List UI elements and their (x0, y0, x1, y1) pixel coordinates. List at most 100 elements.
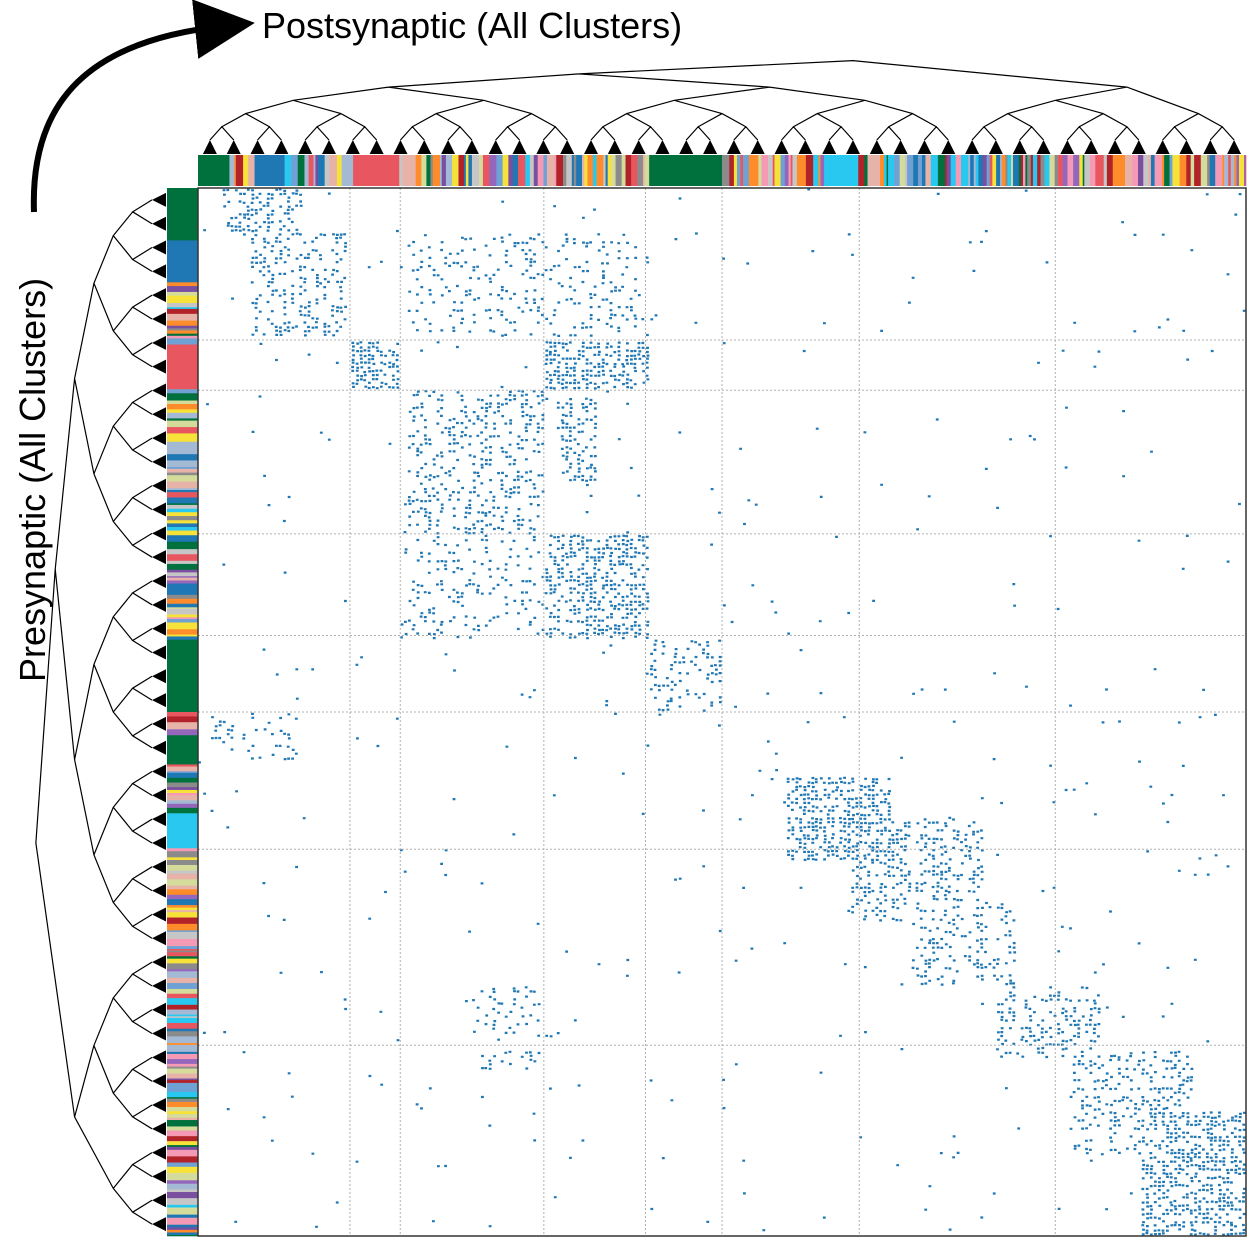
cluster-color-segment (167, 1098, 198, 1103)
cluster-color-segment (167, 508, 198, 513)
dendrogram-leaf-triangle (152, 1074, 166, 1089)
dendrogram-leaf-triangle (152, 931, 166, 946)
cluster-color-segment (167, 240, 198, 283)
cluster-color-segment (167, 851, 198, 858)
cluster-color-segment (637, 155, 641, 186)
cluster-color-segment (315, 155, 319, 186)
cluster-color-segment (772, 155, 775, 186)
cluster-color-segment (1207, 155, 1211, 186)
cluster-color-segment (167, 1180, 198, 1185)
top-dendrogram (202, 60, 1242, 154)
cluster-color-segment (167, 325, 198, 329)
cluster-color-segment (950, 155, 957, 186)
cluster-color-segment (1005, 155, 1008, 186)
cluster-color-segment (324, 155, 330, 186)
cluster-color-segment (571, 155, 575, 186)
cluster-color-segment (167, 1162, 198, 1168)
cluster-color-segment (167, 433, 198, 436)
cluster-color-segment (733, 155, 738, 186)
cluster-color-segment (784, 155, 789, 186)
block-gridlines (198, 188, 1246, 1236)
dendrogram-leaf-triangle (152, 502, 166, 517)
axis-swap-arrow (30, 0, 255, 213)
cluster-color-segment (1179, 155, 1187, 186)
cluster-color-segment (167, 1107, 198, 1112)
cluster-color-segment (992, 155, 997, 186)
cluster-color-segment (546, 155, 555, 186)
cluster-color-segment (308, 155, 314, 186)
cluster-color-segment (1186, 155, 1191, 186)
cluster-color-segment (167, 1036, 198, 1044)
cluster-color-segment (167, 488, 198, 491)
cluster-color-segment (167, 859, 198, 866)
dendrogram-leaf-triangle (1012, 140, 1027, 154)
dendrogram-leaf-triangle (152, 335, 166, 350)
cluster-color-segment (329, 155, 338, 186)
cluster-color-segment (167, 1202, 198, 1206)
dendrogram-leaf-triangle (822, 140, 837, 154)
dendrogram-leaf-triangle (679, 140, 694, 154)
cluster-color-segment (1164, 155, 1170, 186)
cluster-color-segment (167, 344, 198, 390)
cluster-color-segment (1150, 155, 1155, 186)
dendrogram-leaf-triangle (584, 140, 598, 154)
cluster-color-segment (1119, 155, 1126, 186)
cluster-color-segment (751, 155, 759, 186)
cluster-color-segment (649, 155, 723, 186)
cluster-color-segment (907, 155, 914, 186)
cluster-color-segment (884, 155, 887, 186)
cluster-color-segment (1030, 155, 1034, 186)
dendrogram-leaf-triangle (893, 140, 908, 154)
dendrogram-leaf-triangle (298, 140, 313, 154)
cluster-color-segment (930, 155, 939, 186)
cluster-color-segment (1082, 155, 1085, 186)
dendrogram-leaf-triangle (1060, 140, 1075, 154)
cluster-color-segment (167, 445, 198, 453)
cluster-color-segment (1236, 155, 1240, 186)
cluster-color-segment (631, 155, 638, 186)
cluster-color-segment (167, 1166, 198, 1174)
cluster-color-segment (167, 520, 198, 524)
cluster-color-segment (508, 155, 514, 186)
cluster-color-segment (167, 188, 198, 241)
cluster-color-segment (167, 873, 198, 880)
dendrogram-leaf-triangle (1203, 140, 1218, 154)
cluster-color-segment (1239, 155, 1245, 186)
dendrogram-leaf-triangle (152, 1169, 166, 1184)
cluster-color-segment (167, 1183, 198, 1190)
cluster-color-segment (1062, 155, 1068, 186)
dendrogram-leaf-triangle (369, 140, 384, 154)
cluster-color-segment (167, 549, 198, 555)
cluster-color-segment (167, 1232, 198, 1236)
cluster-color-segment (167, 787, 198, 791)
cluster-color-segment (167, 1009, 198, 1015)
dendrogram-leaf-triangle (152, 1098, 166, 1112)
cluster-color-segment (167, 963, 198, 970)
cluster-color-segment (284, 155, 292, 186)
cluster-color-segment (167, 468, 198, 473)
cluster-color-segment (167, 931, 198, 940)
cluster-color-segment (880, 155, 885, 186)
cluster-color-segment (167, 899, 198, 906)
cluster-color-segment (167, 497, 198, 504)
cluster-color-segment (167, 905, 198, 908)
cluster-color-segment (167, 1192, 198, 1199)
cluster-color-segment (167, 1080, 198, 1084)
cluster-color-segment (1190, 155, 1195, 186)
cluster-color-segment (167, 282, 198, 287)
cluster-color-segment (946, 155, 951, 186)
cluster-color-segment (1001, 155, 1006, 186)
cluster-color-segment (858, 155, 865, 186)
cluster-color-segment (1103, 155, 1108, 186)
cluster-color-segment (605, 155, 608, 186)
cluster-color-segment (796, 155, 800, 186)
cluster-color-segment (1200, 155, 1208, 186)
dendrogram-leaf-triangle (152, 812, 166, 827)
dendrogram-leaf-triangle (152, 574, 166, 588)
cluster-color-segment (167, 993, 198, 999)
cluster-color-segment (167, 1235, 198, 1237)
dendrogram-leaf-triangle (1131, 140, 1146, 154)
cluster-color-segment (922, 155, 926, 186)
cluster-color-segment (167, 330, 198, 334)
cluster-color-segment (512, 155, 519, 186)
